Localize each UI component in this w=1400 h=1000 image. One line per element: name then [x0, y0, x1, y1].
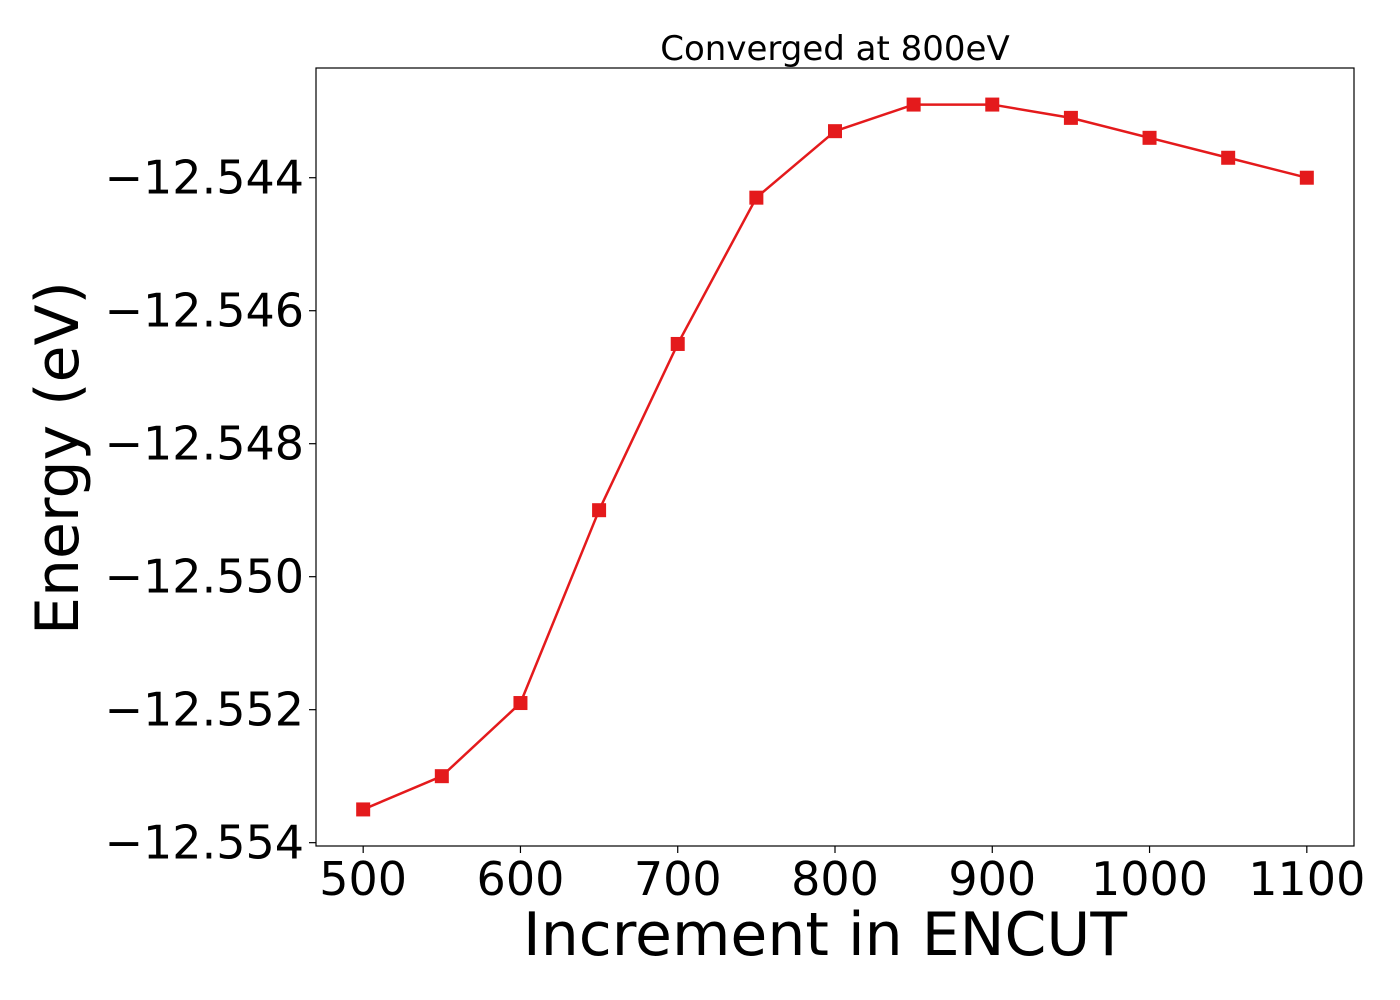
data-point-marker	[1299, 170, 1314, 185]
series-line	[362, 103, 1308, 811]
data-point-marker	[906, 97, 921, 112]
data-point-marker	[592, 503, 607, 518]
y-tick-label: −12.554	[105, 816, 305, 870]
data-point-marker	[1142, 130, 1157, 145]
x-tick-label: 600	[477, 852, 565, 906]
y-tick-label: −12.546	[105, 284, 305, 338]
data-point-marker	[1221, 150, 1236, 165]
x-tick-label: 700	[634, 852, 722, 906]
data-point-marker	[513, 696, 528, 711]
plot-frame	[315, 67, 1355, 847]
data-point-marker	[749, 190, 764, 205]
y-axis: −12.544 −12.546 −12.548 −12.550 −12.552 −12.5…	[105, 151, 316, 870]
series-layer	[356, 97, 1314, 817]
data-point-marker	[1063, 110, 1078, 125]
x-axis-label: Increment in ENCUT	[523, 900, 1127, 970]
data-point-marker	[434, 769, 449, 784]
x-tick-label: 1100	[1248, 852, 1365, 906]
x-tick-label: 800	[791, 852, 879, 906]
data-point-marker	[356, 802, 371, 817]
y-tick-label: −12.552	[105, 683, 305, 737]
y-tick-label: −12.544	[105, 151, 305, 205]
y-tick-label: −12.550	[105, 550, 305, 604]
x-tick-label: 500	[319, 852, 407, 906]
x-axis: 500 600 700 800 900 1000 1100	[319, 846, 1365, 906]
x-tick-label: 1000	[1091, 852, 1208, 906]
y-axis-label: Energy (eV)	[23, 281, 93, 635]
data-point-marker	[828, 124, 842, 139]
y-tick-label: −12.548	[105, 417, 305, 471]
x-tick-label: 900	[948, 852, 1036, 906]
chart-title: Converged at 800eV	[660, 29, 1009, 69]
data-point-marker	[670, 336, 685, 351]
data-point-marker	[985, 97, 1000, 112]
